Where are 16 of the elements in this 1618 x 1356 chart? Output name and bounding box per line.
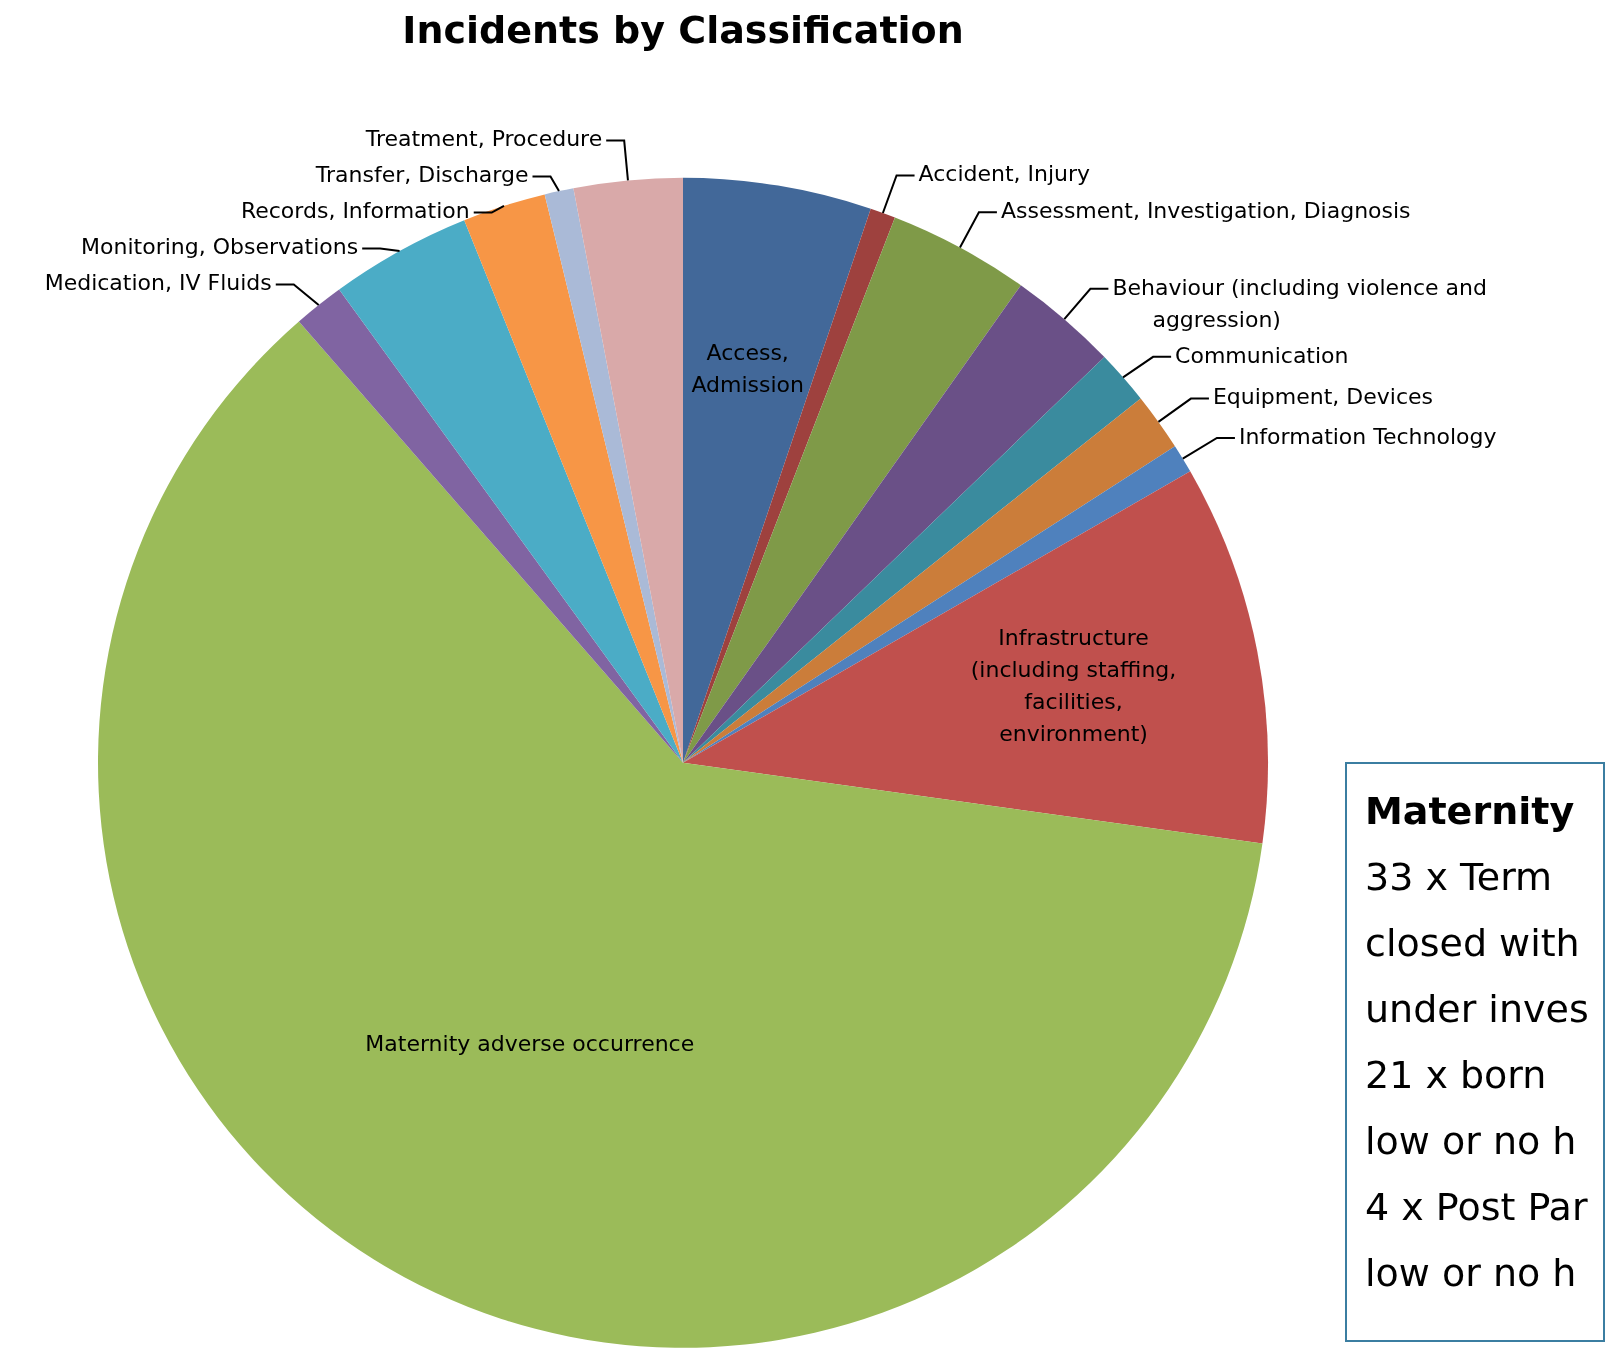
slice-label: Communication — [1175, 342, 1349, 368]
slice-label: Monitoring, Observations — [81, 234, 359, 260]
chart-title: Incidents by Classification — [402, 7, 964, 52]
slice-label: Assessment, Investigation, Diagnosis — [1000, 198, 1411, 224]
slice-label: Infrastructure (including staffing, facilities, environment) — [970, 624, 1177, 746]
slice-label: Behaviour (including violence and aggression) — [1112, 274, 1487, 332]
slice-label: Equipment, Devices — [1212, 384, 1434, 410]
note-box: Maternity 33 x Term closed with under inves 21 x born low or no h 4 x Post Par low or no h — [1345, 762, 1605, 1342]
slice-label: Records, Information — [240, 198, 470, 224]
slice-label: Access, Admission — [691, 340, 805, 398]
slice-label: Information Technology — [1238, 423, 1497, 449]
slice-label: Accident, Injury — [918, 161, 1091, 187]
slice-label: Maternity adverse occurrence — [365, 1031, 695, 1057]
slice-label: Transfer, Discharge — [314, 162, 529, 188]
slice-label: Treatment, Procedure — [364, 126, 603, 152]
slice-label: Medication, IV Fluids — [44, 270, 272, 296]
